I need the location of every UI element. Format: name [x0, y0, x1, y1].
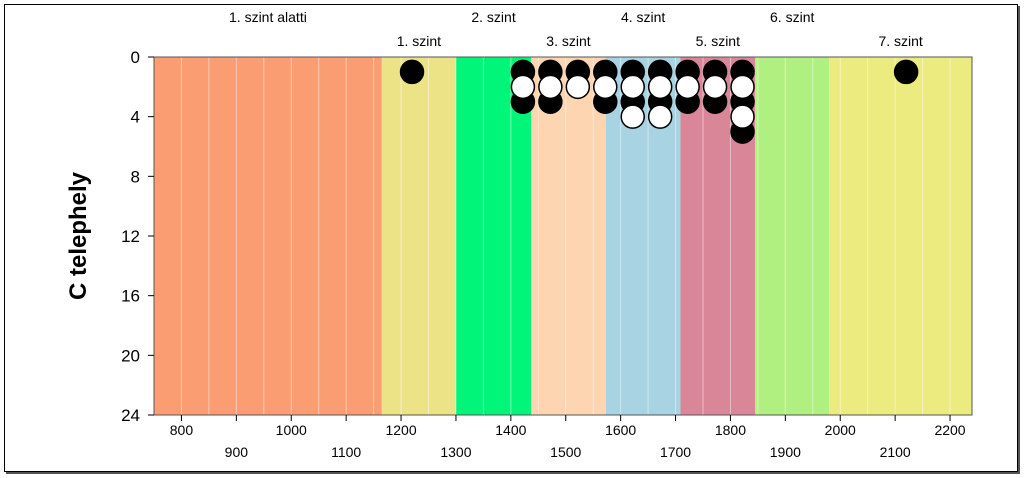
- level-label: 6. szint: [770, 9, 814, 25]
- x-tick-label: 1200: [385, 422, 416, 438]
- x-tick-label: 1500: [550, 444, 581, 460]
- x-tick-label: 900: [225, 444, 249, 460]
- level-label: 7. szint: [878, 33, 922, 49]
- level-label: 5. szint: [696, 33, 740, 49]
- y-tick-label: 24: [121, 406, 140, 425]
- level-labels: 1. szint alatti 1. szint 2. szint 3. szint 4…: [229, 9, 923, 49]
- y-tick-label: 0: [131, 48, 140, 67]
- y-tick-label: 20: [121, 346, 140, 365]
- level-band-8: [829, 57, 972, 415]
- x-axis-ticks: 800 1000 1200 1400 1600 1800 2000 2200 900 1100 13…: [170, 415, 966, 460]
- level-bands: [154, 57, 972, 415]
- level-band-7: [755, 57, 830, 415]
- level-band-2: [381, 57, 456, 415]
- point-white: [538, 74, 563, 100]
- point-white: [620, 104, 645, 129]
- x-tick-label: 2000: [825, 422, 856, 438]
- point-white: [565, 74, 591, 100]
- point-white: [620, 74, 645, 100]
- level-band-3: [455, 57, 532, 415]
- y-tick-label: 12: [121, 227, 140, 246]
- level-label: 3. szint: [546, 33, 590, 49]
- point-white: [510, 74, 536, 100]
- x-tick-label: 1400: [495, 422, 526, 438]
- x-tick-label: 1000: [276, 422, 307, 438]
- y-tick-label: 4: [131, 108, 140, 127]
- x-tick-label: 1600: [605, 422, 636, 438]
- x-tick-label: 1800: [715, 422, 746, 438]
- data-points: [399, 59, 919, 144]
- point-black: [399, 59, 425, 85]
- y-axis-label: C telephely: [65, 171, 92, 300]
- point-white: [675, 74, 700, 100]
- point-white: [593, 74, 618, 100]
- y-tick-label: 8: [131, 167, 140, 186]
- point-white: [702, 74, 728, 100]
- level-band-4: [531, 57, 606, 415]
- x-tick-label: 2100: [880, 444, 911, 460]
- level-band-1: [154, 57, 382, 415]
- level-label: 2. szint: [471, 9, 515, 25]
- x-tick-label: 800: [170, 422, 194, 438]
- y-axis-ticks: 0 4 8 12 16 20 24: [121, 48, 154, 425]
- x-tick-label: 1900: [770, 444, 801, 460]
- point-black: [893, 59, 919, 85]
- point-white: [647, 74, 673, 100]
- y-tick-label: 16: [121, 287, 140, 306]
- x-tick-label: 1100: [331, 444, 361, 460]
- grid-lines: [180, 57, 951, 415]
- point-white: [730, 104, 755, 129]
- level-label: 4. szint: [621, 9, 665, 25]
- x-tick-label: 1700: [660, 444, 691, 460]
- level-label: 1. szint alatti: [229, 9, 307, 25]
- x-tick-label: 2200: [934, 422, 965, 438]
- point-white: [647, 104, 673, 129]
- level-label: 1. szint: [397, 33, 441, 49]
- point-white: [730, 74, 755, 100]
- x-tick-label: 1300: [440, 444, 471, 460]
